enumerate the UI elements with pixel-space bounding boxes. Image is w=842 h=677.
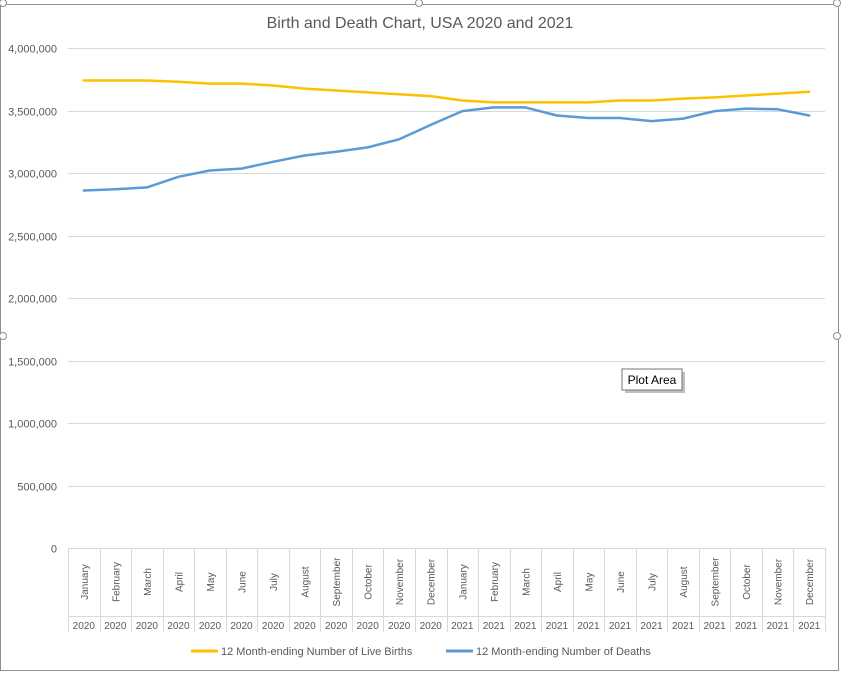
series-lines: [82, 79, 811, 192]
resize-handle-top-center[interactable]: [415, 0, 423, 7]
x-year-label: 2020: [293, 621, 316, 632]
resize-handle-top-left[interactable]: [0, 0, 7, 7]
x-year-label: 2021: [546, 621, 569, 632]
y-tick-label: 4,000,000: [8, 44, 57, 56]
series-line-deaths[interactable]: [82, 106, 811, 192]
x-month-label: September: [711, 557, 722, 607]
y-tick-label: 2,500,000: [8, 232, 57, 244]
x-year-label: 2020: [136, 621, 159, 632]
plot-area-tooltip: Plot Area: [621, 368, 685, 393]
x-month-label: June: [616, 571, 627, 593]
legend-label-births: 12 Month-ending Number of Live Births: [221, 646, 413, 658]
y-tick-label: 0: [51, 544, 57, 556]
x-year-label: 2021: [514, 621, 537, 632]
x-month-label: June: [237, 571, 248, 593]
x-month-label: March: [521, 568, 532, 596]
x-year-label: 2020: [357, 621, 380, 632]
gridlines: [68, 48, 825, 487]
x-month-label: October: [742, 564, 753, 600]
resize-handle-middle-left[interactable]: [0, 332, 7, 340]
y-tick-label: 1,500,000: [8, 357, 57, 369]
x-year-label: 2021: [483, 621, 506, 632]
x-month-label: November: [395, 558, 406, 605]
x-year-label: 2020: [420, 621, 443, 632]
x-month-label: December: [427, 558, 438, 605]
x-month-label: July: [648, 573, 659, 591]
x-month-label: May: [584, 573, 595, 592]
resize-handle-middle-right[interactable]: [833, 332, 841, 340]
x-month-label: January: [458, 564, 469, 600]
x-month-label: January: [80, 564, 91, 600]
x-month-label: December: [805, 558, 816, 605]
x-year-label: 2021: [798, 621, 821, 632]
x-year-label: 2021: [672, 621, 695, 632]
x-month-label: April: [553, 572, 564, 592]
x-year-label: 2021: [640, 621, 663, 632]
x-year-label: 2020: [167, 621, 190, 632]
legend[interactable]: 12 Month-ending Number of Live Births 12…: [191, 646, 651, 658]
y-tick-label: 3,000,000: [8, 169, 57, 181]
chart-title: Birth and Death Chart, USA 2020 and 2021: [267, 15, 574, 32]
x-year-label: 2020: [73, 621, 96, 632]
x-month-label: November: [774, 558, 785, 605]
x-axis: January 2020 February 2020 March 2020 April 202…: [68, 548, 826, 632]
resize-handle-top-right[interactable]: [833, 0, 841, 7]
x-year-label: 2021: [609, 621, 632, 632]
x-year-label: 2020: [104, 621, 127, 632]
x-month-label: March: [143, 568, 154, 596]
y-tick-label: 1,000,000: [8, 419, 57, 431]
y-tick-label: 2,000,000: [8, 294, 57, 306]
x-year-label: 2021: [735, 621, 758, 632]
x-month-label: August: [679, 566, 690, 597]
tooltip-label: Plot Area: [628, 373, 677, 387]
selection-handles[interactable]: [0, 0, 841, 340]
x-year-label: 2020: [230, 621, 253, 632]
x-year-label: 2020: [325, 621, 348, 632]
x-month-label: April: [174, 572, 185, 592]
x-month-label: July: [269, 573, 280, 591]
tooltip-box: [621, 368, 683, 391]
x-month-label: May: [206, 573, 217, 592]
legend-label-deaths: 12 Month-ending Number of Deaths: [476, 646, 651, 658]
y-axis-labels: 0 500,000 1,000,000 1,500,000 2,000,000 2,500…: [8, 44, 57, 556]
x-year-label: 2020: [388, 621, 411, 632]
x-month-label: September: [332, 557, 343, 607]
x-year-label: 2021: [767, 621, 790, 632]
y-tick-label: 500,000: [17, 482, 57, 494]
x-month-label: August: [301, 566, 312, 597]
x-year-label: 2020: [199, 621, 222, 632]
x-month-label: February: [490, 562, 501, 602]
x-year-label: 2021: [577, 621, 600, 632]
x-year-label: 2021: [703, 621, 726, 632]
x-month-label: October: [364, 564, 375, 600]
x-year-label: 2020: [262, 621, 285, 632]
series-line-live-births[interactable]: [82, 79, 811, 104]
y-tick-label: 3,500,000: [8, 107, 57, 119]
x-month-label: February: [111, 562, 122, 602]
x-year-label: 2021: [451, 621, 474, 632]
